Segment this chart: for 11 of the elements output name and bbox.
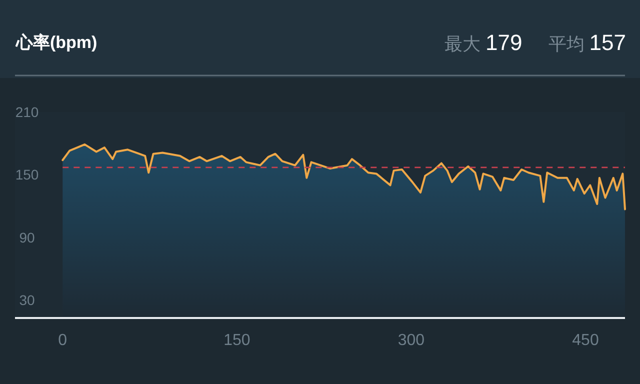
x-tick-label: 0 (58, 332, 68, 349)
x-tick-label: 450 (572, 332, 599, 349)
chart-title: 心率(bpm) (15, 33, 98, 52)
y-tick-label: 90 (19, 229, 35, 246)
text: 最大 179 (444, 30, 522, 55)
text: 平均 157 (548, 30, 626, 55)
y-tick-label: 210 (15, 104, 39, 120)
x-tick-label: 150 (224, 332, 250, 349)
y-tick-label: 150 (15, 166, 39, 183)
x-tick-label: 300 (398, 332, 425, 349)
y-tick-label: 30 (19, 292, 35, 308)
